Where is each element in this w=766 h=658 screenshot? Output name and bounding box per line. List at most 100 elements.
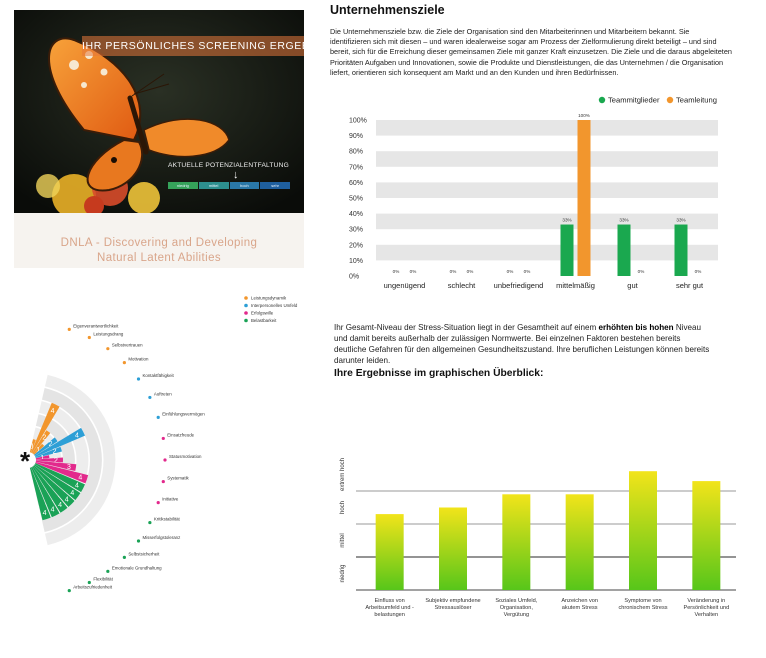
segment-value: 1 xyxy=(40,455,44,462)
center-asterisk: * xyxy=(20,446,31,476)
x-tick-label: gut xyxy=(627,281,638,290)
grid-band xyxy=(376,120,718,136)
scale-ring xyxy=(38,401,89,519)
data-label: 0% xyxy=(393,269,400,274)
bar-0 xyxy=(674,224,688,276)
goals-bar-chart: 0% 10% 20% 30% 40% 50% 60% 70% 80% 90% 100% ungenüg… xyxy=(326,92,758,292)
factor-segment xyxy=(29,439,36,453)
factor-label: Statusmotivation xyxy=(169,454,202,459)
factor-label: Leistungsdrang xyxy=(93,331,124,336)
butterfly-photo: IHR PERSÖNLICHES SCREENING ERGEBNIS AKTU… xyxy=(14,10,304,213)
factor-segment xyxy=(32,466,68,513)
potential-scale: niedrig mittel hoch sehr xyxy=(168,182,290,189)
factor-label: Emotionale Grundhaltung xyxy=(112,565,162,570)
stress-level-highlight: erhöhten bis hohen xyxy=(598,323,674,332)
category-label: Vergütung xyxy=(504,612,530,618)
legend-label: Teammitglieder xyxy=(608,96,660,105)
data-label: 0% xyxy=(695,269,702,274)
factor-segment xyxy=(34,463,86,493)
scale-ring xyxy=(44,374,116,546)
factor-label: Einfühlungsvermögen xyxy=(162,411,205,416)
factor-label: Initiative xyxy=(162,497,179,502)
category-label: Subjektiv empfundene xyxy=(425,598,480,604)
scale-step: mittel xyxy=(198,182,229,189)
grid-band xyxy=(376,213,718,230)
factor-dot xyxy=(148,520,152,525)
y-tick-label: 20% xyxy=(349,242,363,249)
factor-segment xyxy=(34,437,58,456)
category-label: akutem Stress xyxy=(562,605,598,611)
grid-band xyxy=(376,244,718,261)
scale-ring xyxy=(32,427,62,493)
segment-value: 4 xyxy=(78,475,82,482)
level-label: extrem hoch xyxy=(340,458,346,491)
factor-segment xyxy=(33,443,45,455)
stress-bar xyxy=(692,481,721,590)
legend-label: Leistungsdynamik xyxy=(251,296,287,301)
scale-ring xyxy=(35,414,75,506)
stress-results-title: Ihre Ergebnisse im graphischen Überblick… xyxy=(334,368,544,379)
data-label: 0% xyxy=(507,269,514,274)
level-label: niedrig xyxy=(340,564,346,582)
factor-dot xyxy=(136,377,141,381)
y-tick-label: 0% xyxy=(349,274,359,281)
y-tick-label: 100% xyxy=(349,118,367,125)
segment-value: 4 xyxy=(70,490,74,497)
potential-label: AKTUELLE POTENZIALENTFALTUNG xyxy=(168,162,289,169)
stress-bar xyxy=(565,494,594,590)
legend-marker xyxy=(244,303,248,308)
factor-label: Systematik xyxy=(167,476,189,481)
data-label: 33% xyxy=(619,218,628,223)
segment-value: 4 xyxy=(65,496,69,503)
bar-1 xyxy=(577,120,591,276)
factor-label: Auftreten xyxy=(154,391,172,396)
factor-dot xyxy=(67,327,71,331)
factor-segment xyxy=(33,465,75,508)
y-tick-label: 90% xyxy=(349,133,363,140)
factor-segment xyxy=(34,464,81,501)
stress-bar xyxy=(629,471,657,590)
factor-segment xyxy=(35,446,62,459)
stress-text-part: Ihr Gesamt-Niveau der Stress-Situation l… xyxy=(334,323,599,332)
dnla-tagline: DNLA - Discovering and Developing Natura… xyxy=(14,236,304,266)
factor-label: Arbeitszufriedenheit xyxy=(73,585,113,590)
legend-marker xyxy=(244,311,248,315)
legend-label: Belastbarkeit xyxy=(251,318,277,323)
category-label: Soziales Umfeld, xyxy=(495,598,537,604)
scale-step: sehr xyxy=(260,182,290,189)
factor-segment xyxy=(29,467,51,521)
scale-step: niedrig xyxy=(168,182,198,189)
factor-segment xyxy=(35,455,50,460)
factor-label: Kritikstabilität xyxy=(154,517,181,522)
factor-dot xyxy=(156,501,160,505)
level-label: mittel xyxy=(340,533,346,547)
factor-dot xyxy=(136,539,141,543)
y-tick-label: 10% xyxy=(349,258,363,265)
segment-value: 2 xyxy=(54,457,58,464)
brochure-cover: IHR PERSÖNLICHES SCREENING ERGEBNIS AKTU… xyxy=(14,10,304,268)
segment-value: 4 xyxy=(75,432,79,439)
segment-value: 4 xyxy=(58,502,62,509)
factor-dot xyxy=(106,569,110,573)
factor-label: Motivation xyxy=(128,357,149,362)
level-label: hoch xyxy=(340,501,346,514)
stress-bar-chart: niedrig mittel hoch extrem hoch Einfluss von… xyxy=(326,448,758,638)
category-label: Arbeitsumfeld und - xyxy=(365,605,414,611)
factor-label: Kontaktfähigkeit xyxy=(143,373,175,378)
factor-dot xyxy=(156,415,160,419)
data-label: 0% xyxy=(410,269,417,274)
legend-label: Erfolgswille xyxy=(251,311,274,316)
data-label: 0% xyxy=(467,269,474,274)
y-tick-label: 30% xyxy=(349,227,363,234)
category-label: chronischem Stress xyxy=(618,605,667,611)
bar-0 xyxy=(560,224,574,276)
segment-value: 4 xyxy=(51,408,55,415)
y-tick-label: 70% xyxy=(349,164,363,171)
stress-text-part: Niveau und damit bereits außerhalb der z… xyxy=(334,323,710,365)
factor-label: Einsatzfreude xyxy=(167,432,194,437)
legend-marker xyxy=(244,318,248,323)
factor-segment xyxy=(35,461,89,484)
goals-text: Die Unternehmensziele bzw. die Ziele der… xyxy=(330,27,732,77)
y-tick-label: 80% xyxy=(349,149,363,156)
